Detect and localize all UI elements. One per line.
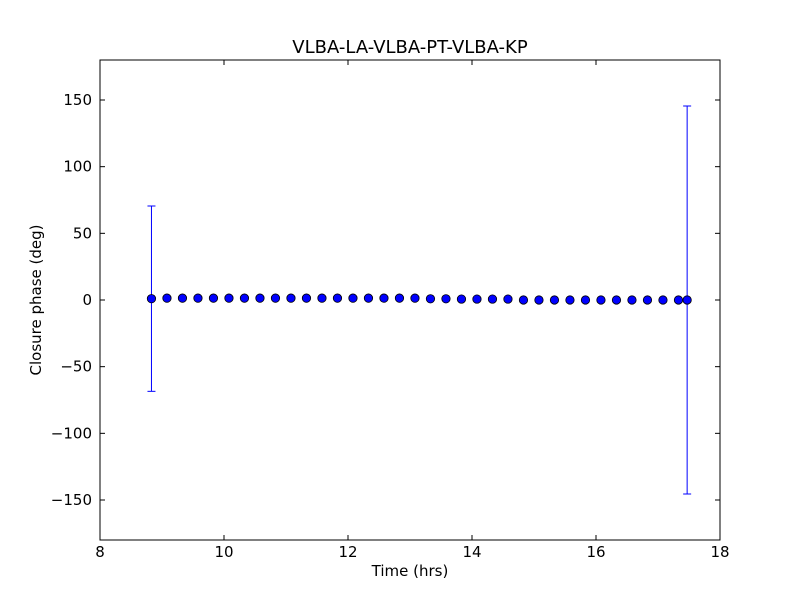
data-point: [255, 293, 265, 303]
data-point: [596, 295, 606, 305]
data-point: [379, 293, 389, 303]
data-point: [286, 293, 296, 303]
y-tick-label: −50: [60, 358, 92, 376]
y-tick-label: −150: [51, 491, 92, 509]
data-point: [270, 293, 281, 303]
y-tick-label: 0: [82, 291, 92, 309]
x-axis-label: Time (hrs): [371, 562, 449, 580]
y-tick-label: 50: [73, 224, 92, 242]
x-tick-label: 18: [710, 543, 729, 561]
data-point: [658, 295, 668, 305]
data-point: [682, 295, 692, 305]
x-tick-label: 14: [462, 543, 481, 561]
data-point: [627, 295, 637, 305]
data-point: [642, 295, 653, 305]
x-tick-label: 12: [338, 543, 357, 561]
y-tick-label: 100: [63, 158, 92, 176]
data-point: [146, 294, 157, 304]
data-point: [611, 295, 622, 305]
x-tick-label: 8: [95, 543, 105, 561]
chart-title: VLBA-LA-VLBA-PT-VLBA-KP: [292, 37, 528, 58]
data-point: [534, 295, 544, 305]
data-point: [425, 294, 436, 304]
data-point: [518, 295, 529, 305]
x-tick-label: 10: [214, 543, 233, 561]
axis-ticks: 8 10 12 14 16 18 −150 −100 −50 0 50 100 150: [51, 60, 730, 561]
data-point: [456, 294, 467, 304]
y-tick-label: −100: [51, 424, 92, 442]
y-tick-label: 150: [63, 91, 92, 109]
data-point: [301, 293, 312, 303]
data-point: [208, 293, 219, 303]
data-point: [193, 293, 203, 303]
data-point: [503, 294, 513, 304]
data-point: [363, 293, 374, 303]
data-point: [317, 293, 327, 303]
data-point: [487, 294, 498, 304]
y-axis-label: Closure phase (deg): [27, 225, 45, 376]
data-point: [177, 293, 188, 303]
data-point: [673, 295, 684, 305]
data-point: [224, 293, 234, 303]
data-point: [348, 293, 358, 303]
data-point: [580, 295, 591, 305]
data-point: [472, 294, 482, 304]
plot-area: [146, 105, 692, 495]
data-point: [410, 293, 420, 303]
data-point: [162, 293, 172, 303]
data-point: [332, 293, 343, 303]
data-point: [239, 293, 250, 303]
data-point: [441, 294, 451, 304]
data-point: [549, 295, 560, 305]
data-point: [394, 293, 405, 303]
x-tick-label: 16: [586, 543, 605, 561]
data-point: [565, 295, 575, 305]
